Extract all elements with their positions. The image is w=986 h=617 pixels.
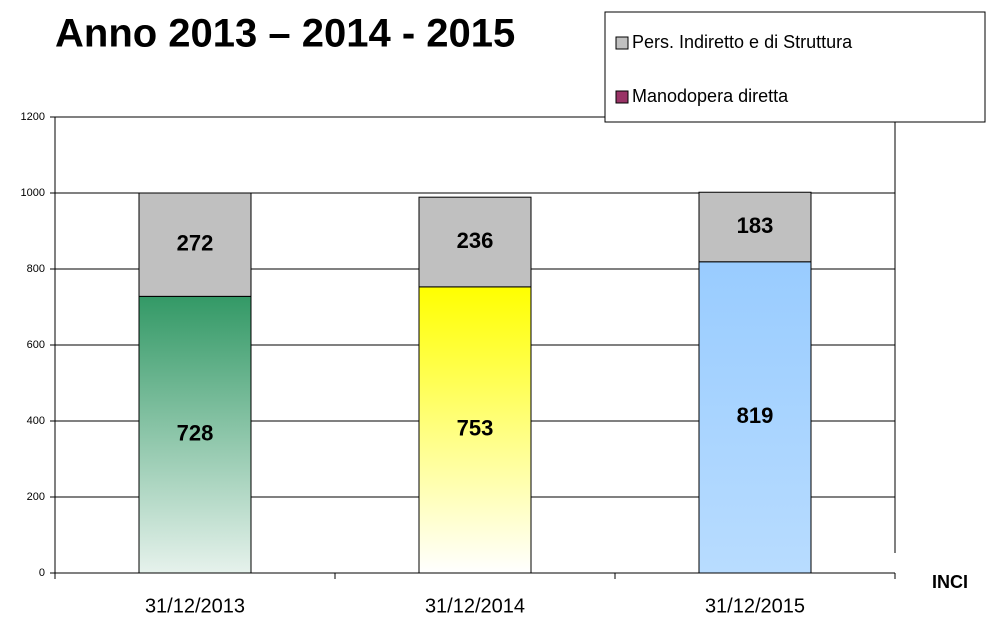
legend-label: Manodopera diretta <box>632 86 789 106</box>
y-tick-label: 0 <box>39 567 45 579</box>
y-tick-label: 400 <box>27 415 45 427</box>
data-label: 272 <box>177 230 214 255</box>
bar-segment <box>418 196 532 288</box>
legend-swatch <box>615 36 629 50</box>
chart-title: Anno 2013 – 2014 - 2015 <box>55 12 515 56</box>
y-tick-label: 1000 <box>21 187 45 199</box>
data-label: 753 <box>457 416 494 441</box>
y-tick-label: 1200 <box>21 111 45 123</box>
legend-label: Pers. Indiretto e di Struttura <box>632 32 853 52</box>
y-tick-label: 200 <box>27 491 45 503</box>
y-tick-label: 800 <box>27 263 45 275</box>
legend-swatch <box>615 90 629 104</box>
bar-segment <box>138 295 252 574</box>
x-tick-label: 31/12/2015 <box>705 595 805 617</box>
data-label: 183 <box>737 213 774 238</box>
data-label: 819 <box>737 403 774 428</box>
x-tick-label: 31/12/2014 <box>425 595 525 617</box>
bar-segment <box>138 192 252 297</box>
bar-segment <box>698 261 812 574</box>
y-tick-label: 600 <box>27 339 45 351</box>
legend-box <box>604 11 986 123</box>
data-label: 236 <box>457 228 494 253</box>
data-label: 728 <box>177 420 214 445</box>
x-tick-label: 31/12/2013 <box>145 595 245 617</box>
annotation: INCI <box>932 572 968 592</box>
bar-segment <box>698 191 812 263</box>
bar-segment <box>418 286 532 574</box>
